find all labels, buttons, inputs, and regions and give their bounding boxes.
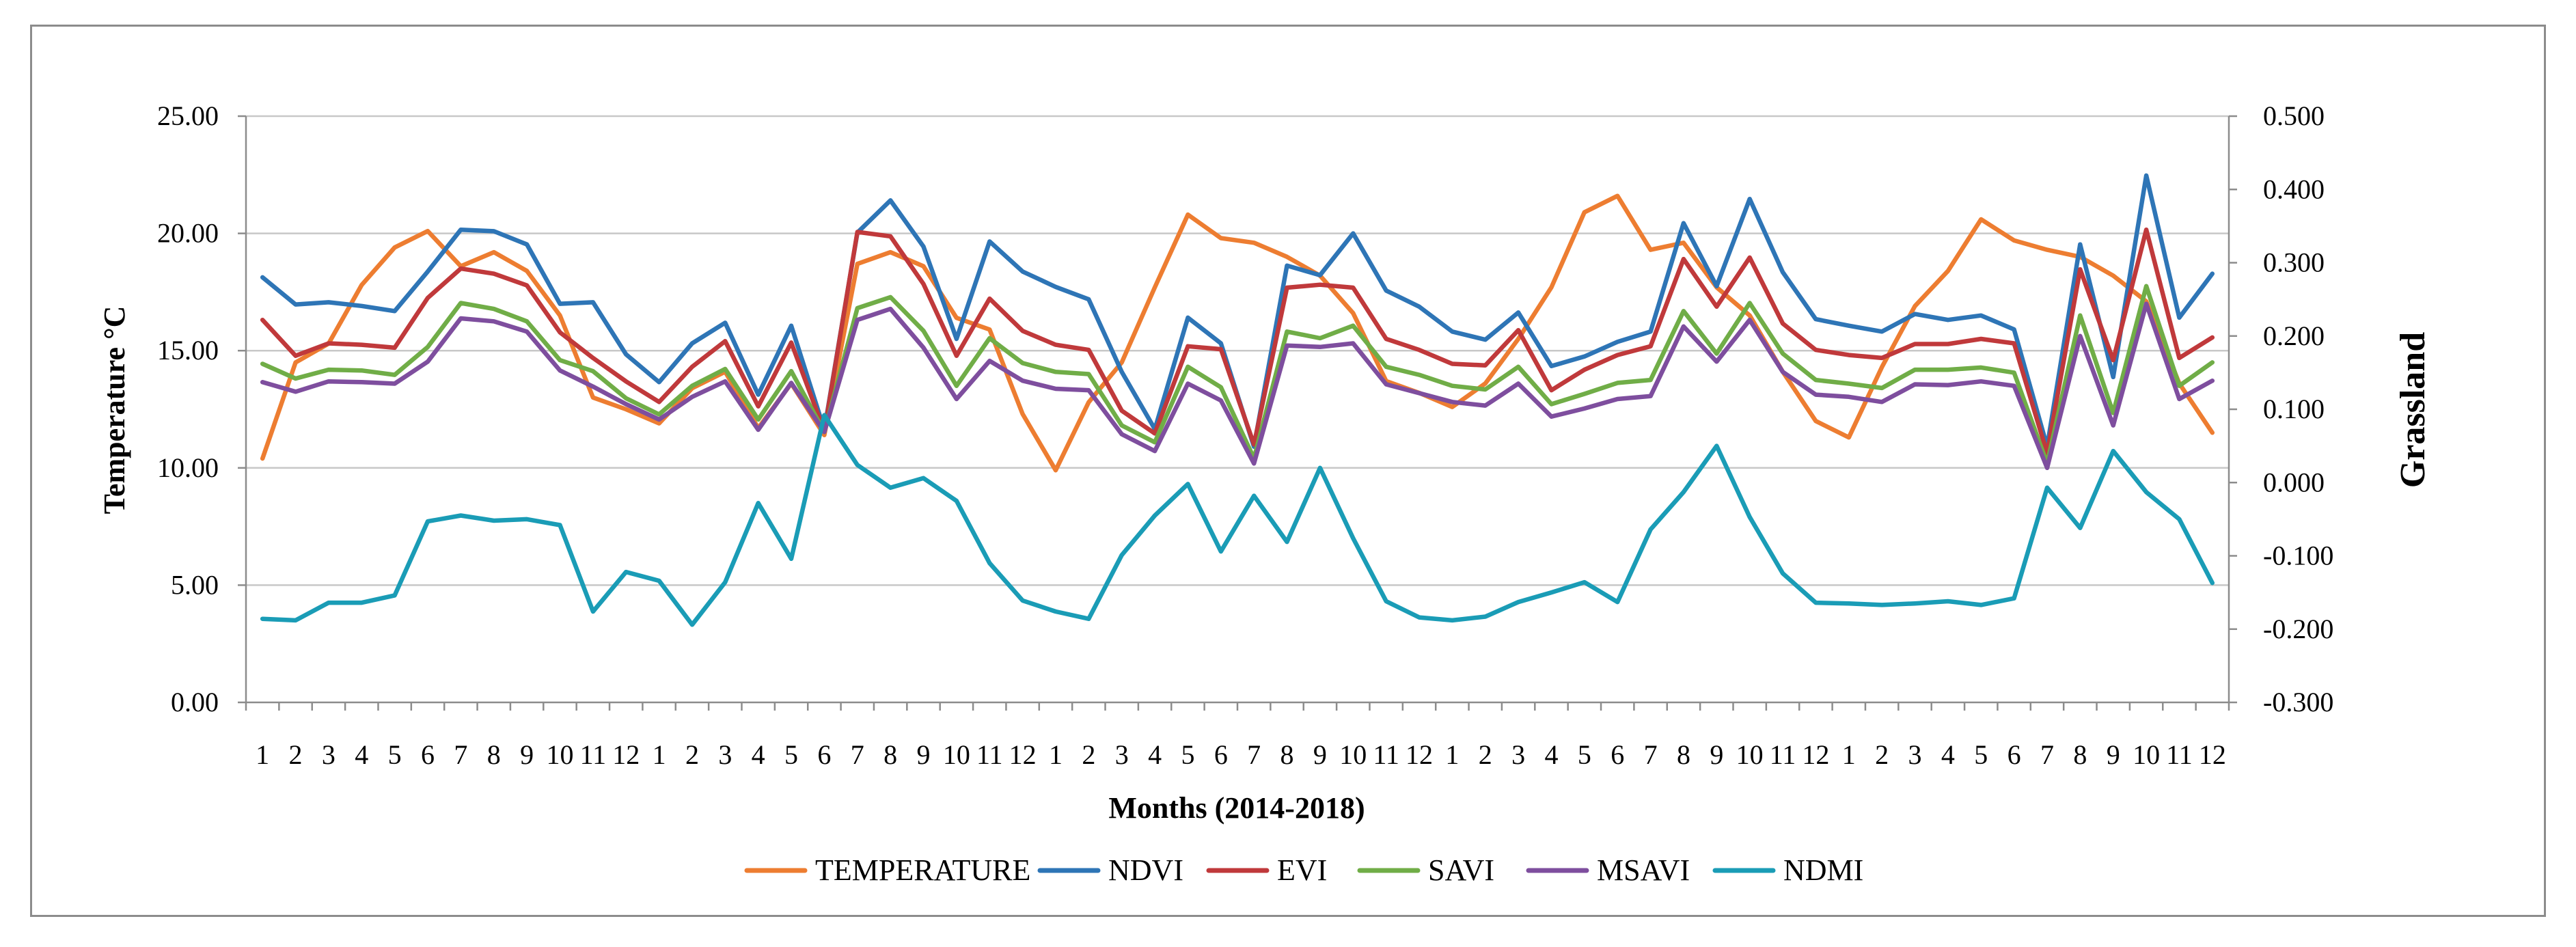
- left-tick-label: 10.00: [157, 452, 219, 483]
- right-tick-label: 0.300: [2263, 247, 2325, 278]
- series-line-evi: [260, 227, 2215, 456]
- x-tick-label: 4: [1941, 739, 1955, 770]
- x-tick-label: 5: [388, 739, 402, 770]
- right-tick-label: 0.000: [2263, 467, 2325, 497]
- x-tick-label: 12: [1009, 739, 1037, 770]
- legend-label: NDMI: [1783, 853, 1863, 887]
- x-tick-label: 7: [851, 739, 864, 770]
- x-tick-label: 11: [976, 739, 1003, 770]
- series-lines: [260, 173, 2215, 627]
- x-tick-label: 4: [1148, 739, 1162, 770]
- x-tick-label: 3: [1908, 739, 1922, 770]
- legend-label: SAVI: [1428, 853, 1494, 887]
- x-tick-label: 3: [1115, 739, 1129, 770]
- x-tick-label: 3: [718, 739, 732, 770]
- right-tick-label: -0.200: [2263, 614, 2333, 644]
- x-tick-label: 6: [817, 739, 831, 770]
- right-axis-title: Grassland: [2394, 332, 2433, 488]
- x-tick-label: 8: [1280, 739, 1294, 770]
- x-tick-label: 12: [2199, 739, 2226, 770]
- left-tick-label: 25.00: [157, 100, 219, 131]
- x-axis-ticks: 1 2 3 4 5 6 7 8 9 10 11 12 1 2 3 4 5 6 7 8 9 10 11 12 1 2 3 4 5 6 7 8 9 1…: [256, 739, 2226, 770]
- x-tick-label: 12: [1406, 739, 1433, 770]
- x-tick-label: 11: [1770, 739, 1796, 770]
- x-tick-label: 7: [454, 739, 467, 770]
- axes: [238, 115, 2237, 711]
- x-tick-label: 7: [1644, 739, 1658, 770]
- x-tick-label: 2: [1082, 739, 1095, 770]
- x-tick-label: 2: [685, 739, 699, 770]
- right-tick-label: 0.400: [2263, 174, 2325, 204]
- series-line-savi: [260, 284, 2215, 466]
- x-tick-label: 9: [1313, 739, 1327, 770]
- x-tick-label: 9: [520, 739, 534, 770]
- x-tick-label: 3: [1511, 739, 1525, 770]
- right-axis-ticks: -0.300 -0.200 -0.100 0.000 0.100 0.200 0.300 0.…: [2263, 100, 2333, 717]
- x-tick-label: 11: [1373, 739, 1399, 770]
- x-tick-label: 4: [1544, 739, 1558, 770]
- x-tick-label: 9: [1710, 739, 1723, 770]
- x-tick-label: 6: [421, 739, 435, 770]
- x-tick-label: 5: [784, 739, 798, 770]
- x-tick-label: 4: [752, 739, 765, 770]
- right-tick-label: 0.100: [2263, 394, 2325, 424]
- x-tick-label: 1: [1445, 739, 1459, 770]
- x-tick-label: 2: [1479, 739, 1492, 770]
- x-tick-label: 2: [1875, 739, 1889, 770]
- x-tick-label: 7: [2040, 739, 2054, 770]
- x-tick-label: 1: [1842, 739, 1856, 770]
- x-tick-label: 10: [943, 739, 970, 770]
- left-axis-title: Temperature °C: [98, 306, 131, 514]
- x-tick-label: 5: [1974, 739, 1988, 770]
- x-tick-label: 2: [289, 739, 303, 770]
- legend-label: EVI: [1277, 853, 1327, 887]
- x-tick-label: 9: [2107, 739, 2120, 770]
- x-tick-label: 8: [883, 739, 897, 770]
- x-tick-label: 11: [2166, 739, 2193, 770]
- x-tick-label: 12: [612, 739, 640, 770]
- x-tick-label: 10: [1339, 739, 1367, 770]
- x-tick-label: 12: [1802, 739, 1829, 770]
- x-tick-label: 10: [2133, 739, 2160, 770]
- x-tick-label: 1: [653, 739, 666, 770]
- x-tick-label: 10: [1736, 739, 1764, 770]
- x-tick-label: 10: [546, 739, 573, 770]
- left-tick-label: 5.00: [171, 569, 219, 600]
- x-tick-label: 7: [1247, 739, 1261, 770]
- x-tick-label: 11: [580, 739, 607, 770]
- x-tick-label: 8: [487, 739, 501, 770]
- series-line-ndmi: [260, 413, 2215, 627]
- x-tick-label: 6: [2008, 739, 2021, 770]
- right-tick-label: 0.500: [2263, 100, 2325, 131]
- legend-label: TEMPERATURE: [815, 853, 1030, 887]
- series-line-msavi: [260, 301, 2215, 471]
- x-tick-label: 8: [1677, 739, 1690, 770]
- legend: TEMPERATURE NDVI EVI SAVI MSAVI NDMI: [744, 853, 1863, 887]
- x-axis-title: Months (2014-2018): [1108, 791, 1365, 825]
- x-tick-label: 8: [2073, 739, 2087, 770]
- left-tick-label: 15.00: [157, 335, 219, 366]
- left-tick-label: 20.00: [157, 218, 219, 249]
- right-tick-label: -0.100: [2263, 540, 2333, 571]
- x-tick-label: 1: [256, 739, 269, 770]
- legend-label: NDVI: [1108, 853, 1183, 887]
- right-tick-label: 0.200: [2263, 320, 2325, 351]
- x-tick-label: 6: [1214, 739, 1228, 770]
- x-tick-label: 4: [355, 739, 368, 770]
- right-tick-label: -0.300: [2263, 687, 2333, 717]
- legend-label: MSAVI: [1597, 853, 1690, 887]
- left-axis-ticks: 0.00 5.00 10.00 15.00 20.00 25.00: [157, 100, 219, 717]
- x-tick-label: 3: [322, 739, 335, 770]
- x-tick-label: 5: [1181, 739, 1194, 770]
- left-tick-label: 0.00: [171, 687, 219, 717]
- x-tick-label: 1: [1049, 739, 1063, 770]
- x-tick-label: 6: [1611, 739, 1624, 770]
- x-tick-label: 5: [1578, 739, 1591, 770]
- x-tick-label: 9: [917, 739, 931, 770]
